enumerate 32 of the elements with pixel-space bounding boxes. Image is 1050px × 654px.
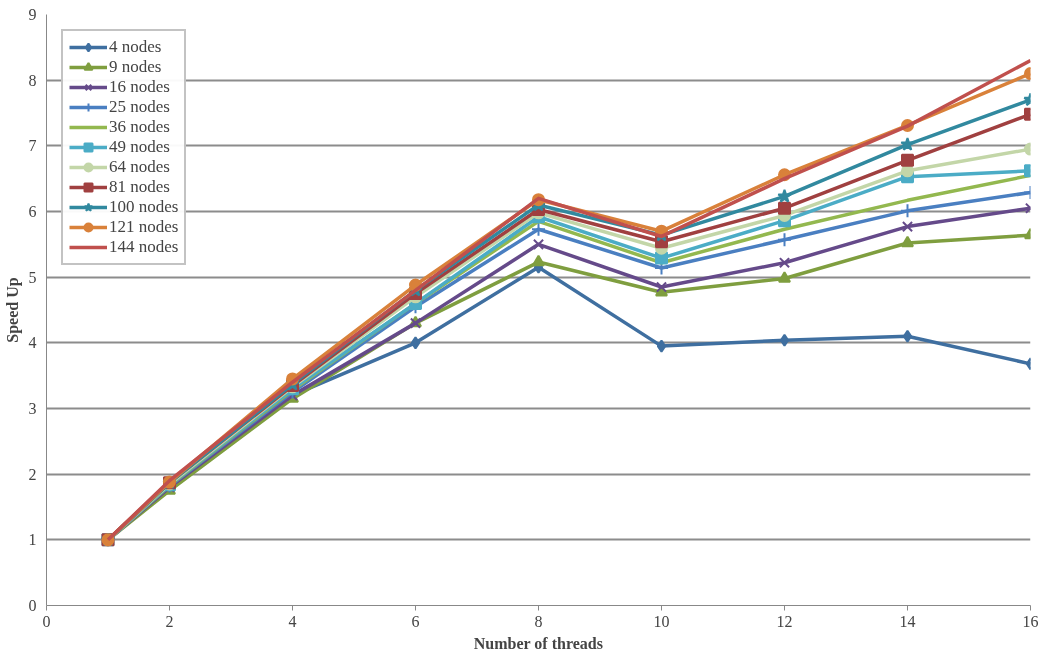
- y-tick-label: 4: [28, 334, 37, 352]
- x-tick-label: 14: [899, 612, 916, 630]
- x-tick-label: 8: [534, 612, 543, 630]
- x-tick-label: 6: [411, 612, 420, 630]
- y-tick-label: 1: [28, 531, 37, 549]
- y-tick-label: 0: [28, 597, 37, 614]
- x-tick-label: 10: [653, 612, 670, 630]
- y-tick-label: 6: [28, 203, 37, 220]
- x-axis-title: Number of threads: [473, 634, 603, 652]
- y-tick-label: 5: [28, 268, 37, 286]
- legend-label: 9 nodes: [109, 57, 162, 77]
- legend-label: 144 nodes: [109, 237, 179, 257]
- legend-label: 16 nodes: [109, 77, 170, 97]
- legend-label: 4 nodes: [109, 37, 162, 57]
- x-tick-label: 2: [165, 612, 174, 630]
- x-tick-label: 16: [1022, 612, 1039, 630]
- y-tick-label: 9: [28, 6, 37, 23]
- legend-label: 81 nodes: [109, 177, 170, 197]
- y-tick-label: 3: [28, 400, 37, 417]
- legend-label: 49 nodes: [109, 137, 170, 157]
- y-tick-label: 7: [28, 137, 37, 155]
- x-tick-label: 12: [776, 612, 793, 630]
- y-tick-label: 2: [28, 465, 37, 483]
- legend-label: 121 nodes: [109, 217, 179, 237]
- x-tick-label: 4: [288, 612, 297, 630]
- legend-label: 36 nodes: [109, 117, 170, 137]
- legend-label: 25 nodes: [109, 97, 170, 117]
- y-tick-label: 8: [28, 71, 37, 89]
- legend-label: 100 nodes: [109, 197, 179, 217]
- x-tick-label: 0: [42, 612, 51, 630]
- legend-label: 64 nodes: [109, 157, 170, 177]
- y-axis-title: Speed Up: [3, 277, 22, 343]
